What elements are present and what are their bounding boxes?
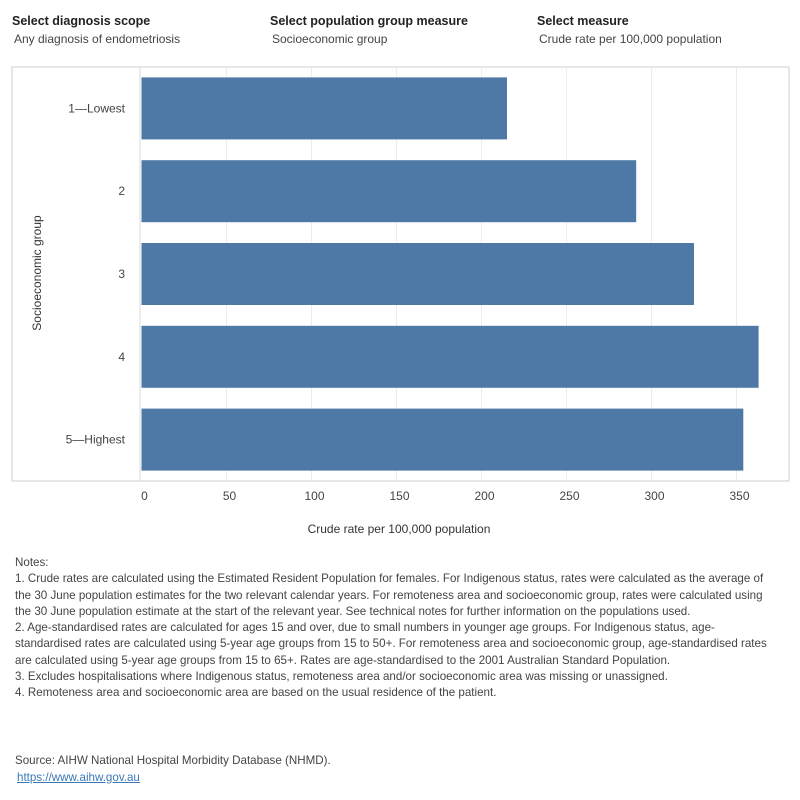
note-4: 4. Remoteness area and socioeconomic are…: [15, 686, 497, 700]
source-link[interactable]: https://www.aihw.gov.au: [17, 771, 140, 784]
category-label: 2: [118, 184, 125, 198]
category-labels: 1—Lowest 2 3 4 5—Highest: [66, 101, 126, 446]
x-tick-label: 150: [389, 489, 409, 503]
bars: [141, 77, 759, 471]
note-2: 2. Age-standardised rates are calculated…: [15, 621, 767, 667]
filter-label: Select diagnosis scope: [12, 14, 151, 28]
note-1: 1. Crude rates are calculated using the …: [15, 572, 764, 618]
note-3: 3. Excludes hospitalisations where Indig…: [15, 670, 668, 684]
x-tick-label: 250: [559, 489, 579, 503]
x-tick-label: 300: [644, 489, 664, 503]
bar[interactable]: [141, 408, 744, 471]
filter-label: Select measure: [537, 14, 629, 28]
filter-value[interactable]: Crude rate per 100,000 population: [539, 32, 722, 46]
x-tick-label: 100: [304, 489, 324, 503]
category-label: 5—Highest: [66, 433, 126, 447]
x-tick-label: 350: [729, 489, 749, 503]
notes: Notes: 1. Crude rates are calculated usi…: [15, 555, 775, 702]
bar[interactable]: [141, 325, 759, 388]
filter-label: Select population group measure: [270, 14, 468, 28]
filter-diagnosis-scope[interactable]: Select diagnosis scope Any diagnosis of …: [12, 14, 180, 46]
x-tick-label: 50: [223, 489, 237, 503]
plot-frame: [11, 66, 790, 482]
x-tick-label: 200: [474, 489, 494, 503]
x-tick-labels: 0 50 100 150 200 250 300 350: [141, 489, 750, 503]
bar[interactable]: [141, 77, 508, 140]
category-label: 4: [118, 350, 125, 364]
filter-measure[interactable]: Select measure Crude rate per 100,000 po…: [537, 14, 722, 46]
source-text: Source: AIHW National Hospital Morbidity…: [15, 754, 331, 767]
source: Source: AIHW National Hospital Morbidity…: [15, 752, 331, 786]
category-label: 1—Lowest: [68, 101, 125, 115]
category-label: 3: [118, 267, 125, 281]
bar[interactable]: [141, 243, 695, 305]
bar-chart: 1—Lowest 2 3 4 5—Highest 0 50 100 150 200 250 300 3…: [11, 66, 790, 536]
filter-value[interactable]: Socioeconomic group: [272, 32, 388, 46]
x-tick-label: 0: [141, 489, 148, 503]
bar[interactable]: [141, 160, 637, 223]
y-axis-title: Socioeconomic group: [30, 215, 44, 331]
x-axis-title: Crude rate per 100,000 population: [308, 522, 491, 536]
filter-population-group[interactable]: Select population group measure Socioeco…: [270, 14, 468, 46]
notes-heading: Notes:: [15, 556, 49, 569]
filter-value[interactable]: Any diagnosis of endometriosis: [14, 32, 181, 46]
